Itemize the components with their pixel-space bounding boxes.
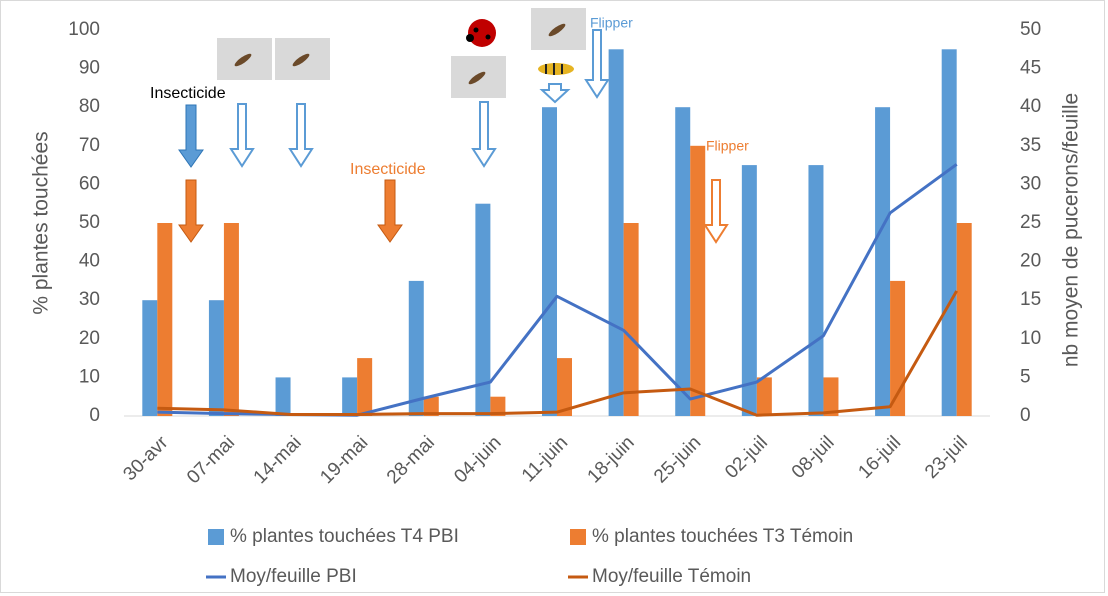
y2-tick-label: 45 (1020, 58, 1041, 79)
bar (157, 223, 172, 416)
y2-tick-label: 15 (1020, 289, 1041, 310)
bar (742, 165, 757, 416)
y2-tick-label: 30 (1020, 173, 1041, 194)
y2-tick-label: 5 (1020, 366, 1031, 387)
legend-label: Moy/feuille PBI (230, 566, 357, 587)
annotation: Insecticide (350, 161, 426, 178)
bar (808, 165, 823, 416)
bar (624, 223, 639, 416)
bar (942, 49, 957, 416)
y-tick-label: 90 (79, 58, 100, 79)
bar (357, 358, 372, 416)
y-tick-label: 30 (79, 289, 100, 310)
y-tick-label: 40 (79, 251, 100, 272)
bar (609, 49, 624, 416)
bar (409, 281, 424, 416)
y2-tick-label: 0 (1020, 405, 1031, 426)
y2-tick-label: 50 (1020, 19, 1041, 40)
y2-tick-label: 25 (1020, 212, 1041, 233)
bar (675, 107, 690, 416)
y-tick-label: 60 (79, 173, 100, 194)
legend-label: % plantes touchées T3 Témoin (592, 526, 853, 547)
y2-tick-label: 20 (1020, 251, 1041, 272)
y2-axis-title: nb moyen de pucerons/feuille (1060, 93, 1083, 367)
bar (209, 300, 224, 416)
legend-swatch (208, 529, 224, 545)
y-tick-label: 0 (89, 405, 100, 426)
bar (142, 300, 157, 416)
legend-label: % plantes touchées T4 PBI (230, 526, 459, 547)
y-tick-label: 100 (68, 19, 100, 40)
annotation: Flipper (590, 15, 633, 31)
y-axis-title: % plantes touchées (30, 131, 53, 314)
bar (276, 377, 291, 416)
y-tick-label: 70 (79, 135, 100, 156)
annotation: Insecticide (150, 85, 226, 102)
bar (957, 223, 972, 416)
y2-tick-label: 35 (1020, 135, 1041, 156)
legend-swatch (570, 529, 586, 545)
legend-label: Moy/feuille Témoin (592, 566, 751, 587)
y-tick-label: 20 (79, 328, 100, 349)
bar (875, 107, 890, 416)
y-tick-label: 50 (79, 212, 100, 233)
bar (690, 146, 705, 416)
y2-tick-label: 40 (1020, 96, 1041, 117)
y2-tick-label: 10 (1020, 328, 1041, 349)
chart: % plantes touchées nb moyen de pucerons/… (0, 0, 1108, 596)
bar (823, 377, 838, 416)
y-tick-label: 80 (79, 96, 100, 117)
bar (542, 107, 557, 416)
bar (224, 223, 239, 416)
bar (342, 377, 357, 416)
y-tick-label: 10 (79, 366, 100, 387)
bar (757, 377, 772, 416)
annotation: Flipper (706, 138, 749, 154)
